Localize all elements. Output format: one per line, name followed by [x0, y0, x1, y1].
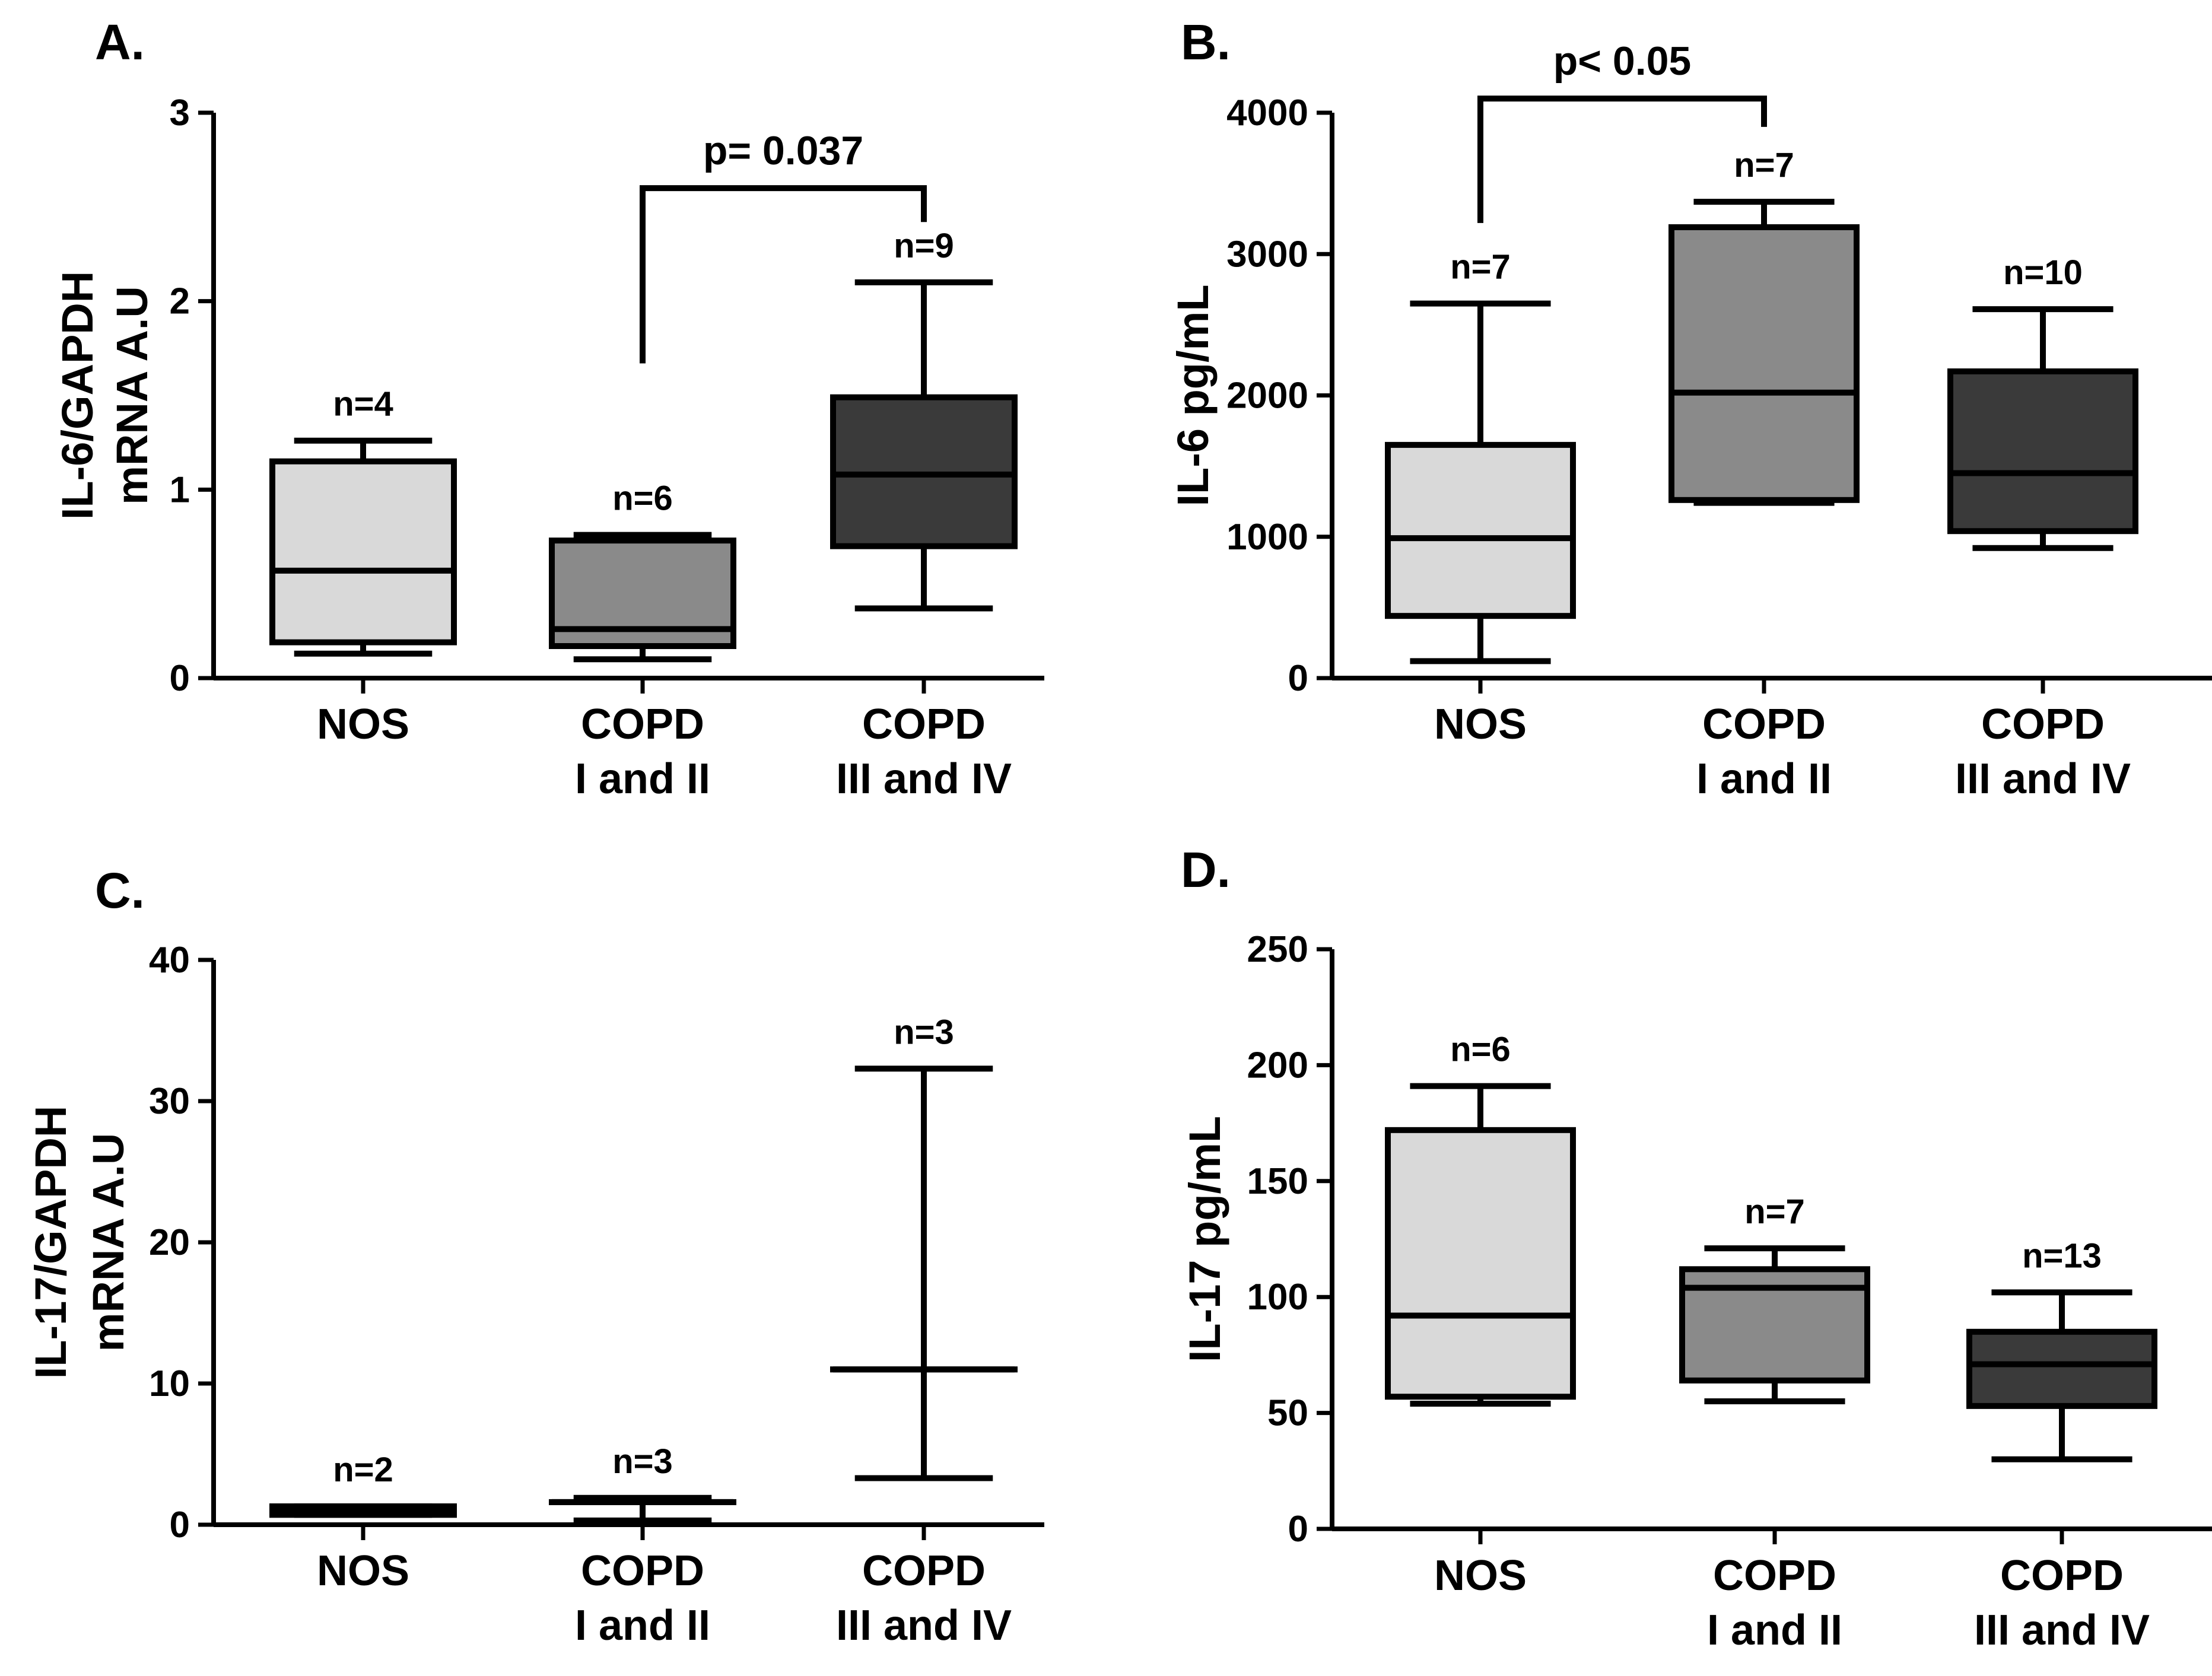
x-category-label: COPD	[581, 701, 704, 748]
n-label: n=7	[1734, 146, 1794, 185]
panel-c: C. 0 10 20 30 40 IL-17/GAPDH mRNA A.U NOS COPD I a…	[26, 863, 1044, 1649]
panel-label: D.	[1181, 842, 1231, 898]
box-nos: n=2	[269, 1451, 457, 1518]
box-iqr	[1385, 441, 1576, 619]
significance-bracket: p= 0.037	[640, 128, 927, 364]
box-nos: n=6	[1385, 1031, 1576, 1407]
box-nos: n=7	[1385, 248, 1576, 664]
box-copd-iii-and-iv: n=13	[1966, 1236, 2157, 1462]
x-category-label: COPD	[862, 1547, 986, 1595]
box-iqr	[1668, 224, 1860, 503]
x-category-label: COPD	[862, 701, 986, 748]
box-iqr	[269, 458, 457, 645]
y-axis-title: IL-6/GAPDH	[53, 271, 102, 520]
n-label: n=6	[612, 479, 673, 518]
box-iqr	[1966, 1328, 2157, 1409]
box-copd-i-and-ii: n=7	[1668, 146, 1860, 506]
y-axis-title: IL-17 pg/mL	[1180, 1116, 1229, 1362]
n-label: n=10	[2003, 253, 2083, 292]
y-tick-label: 2000	[1226, 376, 1308, 416]
x-category-label: NOS	[317, 701, 409, 748]
n-label: n=13	[2022, 1236, 2102, 1275]
box-copd-iii-and-iv: n=3	[830, 1013, 1018, 1481]
n-label: n=4	[333, 385, 393, 424]
x-category-label: III and IV	[1974, 1607, 2150, 1654]
x-category-label: I and II	[1696, 755, 1832, 803]
x-category-label: COPD	[1713, 1552, 1836, 1599]
y-tick-label: 3	[170, 93, 190, 133]
y-tick-label: 250	[1247, 929, 1308, 970]
y-tick-label: 30	[149, 1081, 190, 1122]
y-axis-title: IL-17/GAPDH	[26, 1106, 75, 1379]
panel-d: D. 0 50 100 150 200 250 IL-17 pg/mL NOS COPD I and…	[1180, 842, 2212, 1654]
p-value-label: p= 0.037	[703, 128, 863, 173]
n-label: n=9	[894, 227, 954, 265]
x-category-label: III and IV	[836, 1602, 1012, 1649]
y-tick-label: 4000	[1226, 93, 1308, 133]
y-tick-label: 10	[149, 1363, 190, 1404]
bracket-line	[640, 185, 927, 364]
y-axis-title: mRNA A.U	[107, 286, 157, 505]
x-category-label: I and II	[575, 1602, 710, 1649]
y-tick-label: 0	[170, 658, 190, 699]
p-value-label: p< 0.05	[1553, 39, 1692, 84]
y-tick-label: 0	[1288, 658, 1308, 699]
y-tick-label: 20	[149, 1222, 190, 1263]
x-category-label: NOS	[1434, 1552, 1527, 1599]
x-category-label: COPD	[1702, 701, 1826, 748]
box-nos: n=4	[269, 385, 457, 657]
x-category-label: I and II	[1707, 1607, 1842, 1654]
n-label: n=6	[1450, 1031, 1511, 1069]
n-label: n=3	[894, 1013, 954, 1051]
panel-a: A. 0 1 2 3 IL-6/GAPDH mRNA A.U NOS COPD I and II C…	[53, 14, 1044, 803]
y-tick-label: 1000	[1226, 517, 1308, 558]
box-copd-i-and-ii: n=7	[1679, 1192, 1870, 1405]
y-axis-title: mRNA A.U	[84, 1133, 133, 1352]
panel-label: C.	[95, 863, 145, 918]
x-category-label: I and II	[575, 755, 710, 803]
x-category-label: COPD	[581, 1547, 704, 1595]
y-tick-label: 1	[170, 469, 190, 510]
y-tick-label: 200	[1247, 1045, 1308, 1086]
y-tick-label: 0	[170, 1505, 190, 1545]
box-iqr	[1947, 368, 2138, 535]
y-axis-title: IL-6 pg/mL	[1168, 284, 1218, 506]
y-tick-label: 0	[1288, 1509, 1308, 1550]
box-iqr	[1385, 1127, 1576, 1400]
y-tick-label: 3000	[1226, 234, 1308, 275]
y-tick-label: 2	[170, 281, 190, 322]
significance-bracket: p< 0.05	[1477, 39, 1767, 223]
y-tick-label: 40	[149, 940, 190, 981]
panel-b: B. 0 1000 2000 3000 4000 IL-6 pg/mL NOS COPD I an…	[1168, 14, 2212, 803]
n-label: n=7	[1450, 248, 1511, 287]
box-copd-iii-and-iv: n=9	[830, 227, 1018, 612]
y-tick-label: 50	[1267, 1393, 1308, 1434]
x-category-label: III and IV	[1955, 755, 2131, 803]
x-category-label: NOS	[1434, 701, 1527, 748]
panel-label: A.	[95, 14, 145, 70]
box-copd-iii-and-iv: n=10	[1947, 253, 2138, 551]
box-copd-i-and-ii: n=3	[549, 1442, 736, 1524]
x-category-label: III and IV	[836, 755, 1012, 803]
n-label: n=7	[1744, 1192, 1805, 1231]
panel-label: B.	[1181, 14, 1231, 70]
y-tick-label: 150	[1247, 1161, 1308, 1202]
bracket-line	[1477, 96, 1767, 223]
n-label: n=3	[612, 1442, 673, 1481]
n-label: n=2	[333, 1451, 393, 1489]
box-copd-i-and-ii: n=6	[549, 479, 736, 663]
y-tick-label: 100	[1247, 1277, 1308, 1318]
x-category-label: COPD	[1981, 701, 2105, 748]
x-category-label: NOS	[317, 1547, 409, 1595]
x-category-label: COPD	[2000, 1552, 2124, 1599]
